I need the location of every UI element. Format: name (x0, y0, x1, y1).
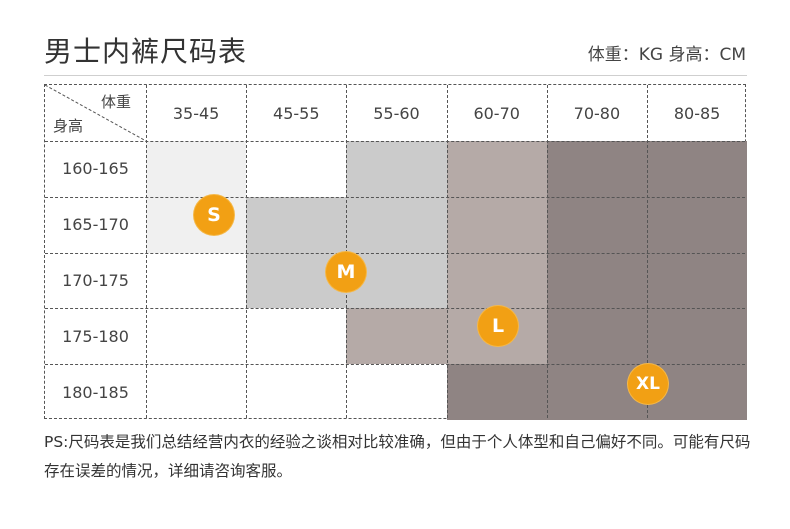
grid-vline (346, 85, 348, 418)
size-chart-table: 体重 身高 35-45 45-55 55-60 60-70 70-80 80-85 160-… (44, 84, 748, 420)
size-cell-s (146, 141, 247, 197)
grid-vline (146, 85, 147, 418)
size-cell-l (446, 252, 547, 309)
size-cell-xl (647, 308, 748, 365)
weight-header: 70-80 (573, 103, 621, 123)
grid-vline (546, 85, 548, 418)
size-cell-xl (446, 364, 547, 420)
corner-height-label: 身高 (53, 117, 84, 135)
grid-vline (446, 85, 448, 418)
grid-hline (45, 196, 745, 198)
height-row-label: 175-180 (62, 326, 129, 346)
grid-vline (647, 85, 648, 418)
unit-note: 体重：KG 身高：CM (587, 45, 746, 65)
title-divider (44, 75, 747, 76)
size-cell-l (346, 308, 447, 365)
size-cell-xl (546, 141, 647, 197)
size-badge-l: L (478, 306, 518, 346)
size-cell-xl (647, 141, 748, 197)
grid-hline (45, 252, 745, 254)
grid-hline (45, 141, 745, 142)
corner-diagonal (45, 85, 146, 141)
size-cell-xl (647, 196, 748, 253)
grid-vline (246, 85, 248, 418)
weight-header: 35-45 (172, 103, 220, 123)
height-row-label: 160-165 (62, 159, 129, 179)
grid-hline (45, 308, 745, 310)
size-badge-m: M (326, 252, 366, 292)
weight-header: 45-55 (273, 103, 320, 123)
size-cell-xl (647, 252, 748, 309)
height-row-label: 165-170 (62, 215, 129, 235)
page-title: 男士内裤尺码表 (44, 35, 248, 68)
corner-weight-label: 体重 (101, 93, 132, 111)
size-cell-m (346, 141, 447, 197)
weight-header: 80-85 (673, 103, 721, 123)
size-cell-l (446, 141, 547, 197)
size-cell-m (346, 196, 447, 253)
size-cell-xl (546, 308, 647, 365)
size-cell-xl (546, 252, 647, 309)
size-badge-xl: XL (628, 364, 668, 404)
height-row-label: 170-175 (62, 270, 129, 290)
size-badge-s: S (194, 195, 234, 235)
weight-header: 60-70 (473, 103, 520, 123)
size-cell-m (246, 196, 347, 253)
size-cell-l (446, 196, 547, 253)
weight-header: 55-60 (373, 103, 420, 123)
footnote: PS:尺码表是我们总结经营内衣的经验之谈相对比较准确，但由于个人体型和自己偏好不… (44, 433, 751, 480)
height-row-label: 180-185 (62, 382, 129, 402)
grid-hline (45, 364, 745, 366)
size-cell-xl (546, 196, 647, 253)
